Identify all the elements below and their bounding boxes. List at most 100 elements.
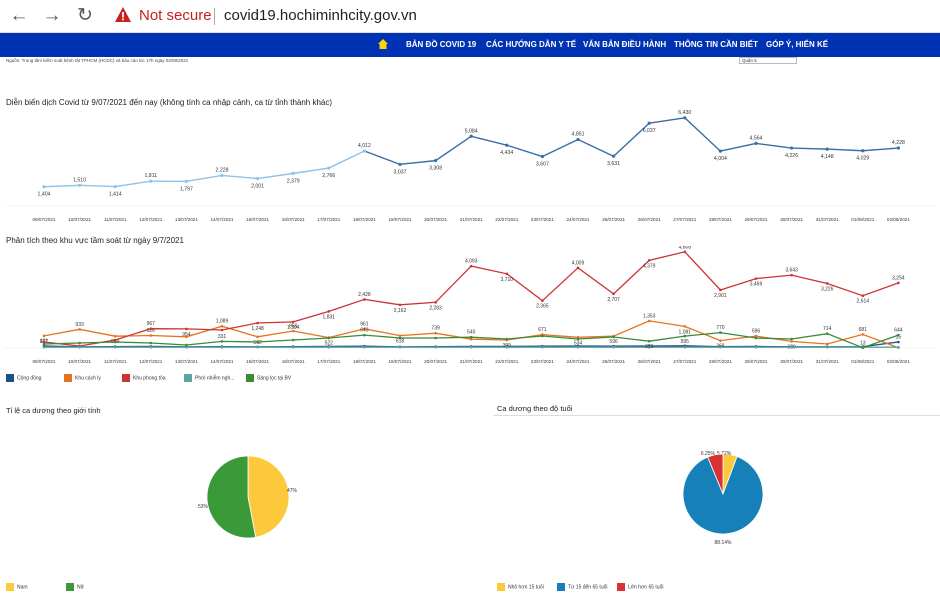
chart1-tick-label: 12/07/2021 (139, 217, 162, 222)
chart2-point (790, 337, 793, 341)
chart2-data-label: 1,081 (679, 329, 692, 335)
chart2-legend-item[interactable]: Phơi nhiễm ngh... (184, 374, 234, 382)
legend-label: Nữ (77, 584, 84, 591)
chart1-point (790, 146, 794, 150)
chart1-data-label: 2,379 (287, 178, 300, 184)
chart1-line-segment (115, 180, 151, 188)
chart2-data-label: 3,226 (821, 286, 834, 292)
chart2-point (576, 345, 580, 349)
chart2-tick-label: 16/07/2021 (282, 359, 305, 364)
chart1-line-segment (791, 147, 828, 150)
chart2-point (683, 250, 687, 254)
chart1-line-segment (399, 159, 436, 166)
chart2-tick-label: 20/07/2021 (424, 359, 447, 364)
address-bar[interactable]: covid19.hochiminhcity.gov.vn (224, 7, 417, 24)
chart1-point (861, 149, 865, 153)
nav-covid-map[interactable]: BẢN ĐỒ COVID 19 (406, 40, 477, 49)
chart1-data-label: 6,037 (643, 128, 656, 134)
chart2-legend-item[interactable]: Cộng đồng (6, 374, 41, 382)
gender-legend-item[interactable]: Nữ (66, 583, 84, 591)
chart2-point (185, 335, 188, 339)
chart2-point (220, 324, 224, 328)
chart2-point (434, 301, 437, 304)
home-icon[interactable] (377, 38, 389, 50)
chart2-data-label: 961 (360, 321, 369, 327)
chart2-point (754, 345, 758, 349)
chart1-data-label: 6,430 (678, 110, 691, 116)
chart2-legend-item[interactable]: Khu phong tỏa (122, 374, 166, 382)
nav-information[interactable]: THÔNG TIN CẦN BIẾT (674, 40, 758, 49)
chart2-point (291, 320, 295, 324)
chart2-data-label: 1,248 (251, 326, 264, 332)
chart2-point (505, 272, 509, 276)
chart2-title: Phân tích theo khu vực tầm soát từ ngày … (6, 236, 184, 245)
chart2-point (185, 327, 188, 331)
chart2-data-label: 2,283 (429, 305, 442, 311)
chart2-point (291, 329, 295, 333)
chart2-data-label: 967 (147, 321, 156, 327)
chart2-data-label: 2,428 (358, 292, 371, 298)
age-legend-item[interactable]: Từ 15 đến 65 tuổi (557, 583, 608, 591)
forward-icon[interactable]: → (42, 5, 62, 26)
chart2-point (185, 343, 188, 347)
chart1-data-label: 2,228 (216, 167, 229, 173)
gender-legend-item[interactable]: Nam (6, 583, 28, 591)
chart1-point (718, 149, 723, 153)
chart2-legend-item[interactable]: Sàng lọc tại BV (246, 374, 291, 382)
legend-label: Cộng đồng (17, 375, 42, 382)
chart1-data-label: 3,308 (429, 166, 442, 172)
chart1-title: Diễn biến dịch Covid từ 9/07/2021 đến na… (6, 98, 333, 107)
chart1-tick-label: 01/08/2021 (851, 217, 874, 222)
chart2-point (576, 266, 580, 270)
chart2-point (185, 345, 188, 349)
district-select[interactable]: Quận 5 (739, 57, 797, 64)
nav-documents[interactable]: VĂN BẢN ĐIỀU HÀNH (583, 40, 667, 49)
chart2-point (256, 345, 259, 349)
nav-feedback[interactable]: GÓP Ý, HIẾN KẾ (766, 40, 829, 49)
gender-pie-chart: 47% 53% (198, 455, 298, 539)
chart2-legend-item[interactable]: Khu cách ly (64, 374, 101, 382)
chart1-tick-label: 22/07/2021 (495, 217, 518, 222)
chart1-point (434, 159, 438, 163)
chart2-point (42, 342, 46, 346)
chart1-point (825, 147, 829, 151)
chart2-tick-label: 11/07/2021 (104, 359, 127, 364)
nav-health-guides[interactable]: CÁC HƯỚNG DẪN Y TẾ (486, 40, 577, 49)
chart1-tick-label: 10/07/2021 (68, 217, 91, 222)
chart2-tick-label: 22/07/2021 (495, 359, 518, 364)
site-navbar: BẢN ĐỒ COVID 19 CÁC HƯỚNG DẪN Y TẾ VĂN B… (0, 33, 940, 57)
chart2-point (683, 334, 687, 338)
chart1-data-label: 1,797 (180, 186, 193, 192)
chart1-tick-label: 14/07/2021 (211, 217, 234, 222)
chart2-data-label: 2,901 (714, 293, 727, 299)
age-legend-item[interactable]: Lớn hơn 65 tuổi (617, 583, 663, 591)
chart2-point (647, 319, 651, 323)
chart2-data-label: 1,831 (323, 314, 336, 320)
chart2-point (719, 339, 722, 342)
chart2-data-label: 4,093 (465, 259, 478, 265)
chart2-data-label: 770 (716, 325, 725, 331)
chart1-point (78, 183, 82, 187)
security-status[interactable]: Not secure (139, 7, 212, 24)
warning-icon[interactable] (114, 6, 132, 24)
chart1-line-segment (293, 167, 329, 175)
chart1-data-label: 4,004 (714, 156, 727, 162)
chart1-tick-label: 02/08/2021 (887, 217, 910, 222)
chart1-line-segment (221, 174, 258, 180)
chart1-tick-label: 21/07/2021 (460, 217, 483, 222)
back-icon[interactable]: ← (9, 5, 29, 26)
gender-chart-title: Tỉ lệ ca dương theo giới tính (6, 406, 101, 415)
reload-icon[interactable]: ↻ (77, 5, 93, 26)
chart1-point (42, 185, 46, 189)
source-note: Nguồn: Trung tâm kiểm soát bệnh tật TPHC… (6, 58, 189, 63)
chart2-point (398, 334, 402, 337)
chart2-point (612, 345, 615, 349)
legend-swatch (497, 583, 505, 591)
chart1-data-label: 3,607 (536, 162, 549, 168)
age-legend-item[interactable]: Nhỏ hơn 15 tuổi (497, 583, 544, 591)
chart1-data-label: 2,001 (251, 184, 264, 190)
gender-pie-slice (247, 455, 290, 538)
legend-label: Nam (17, 584, 28, 591)
chart2-point (363, 345, 366, 349)
chart1-line-segment (577, 138, 614, 157)
